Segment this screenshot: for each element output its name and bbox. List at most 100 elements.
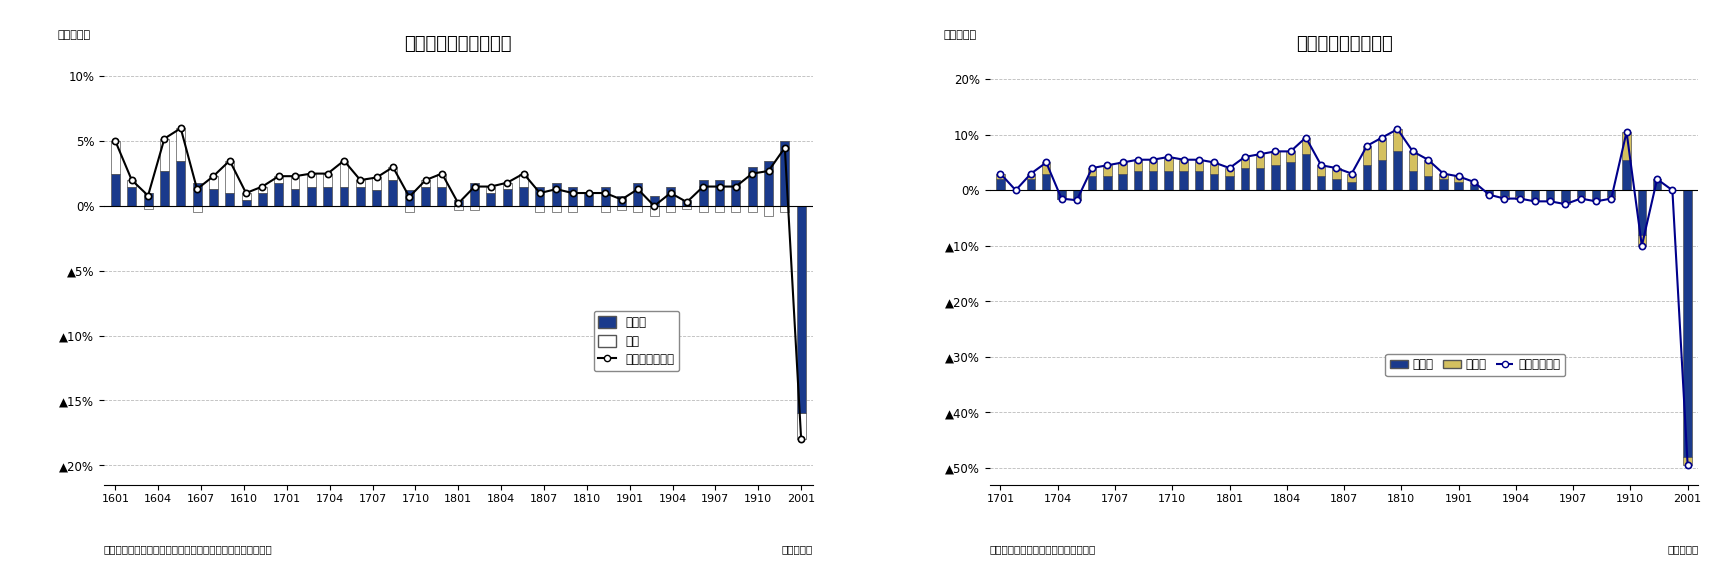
Bar [210,176,218,189]
Bar [632,206,643,213]
Bar [210,189,218,206]
Bar [535,186,544,206]
Bar [1347,182,1354,190]
Bar [1652,179,1661,190]
Bar [601,186,610,206]
Bar [1469,185,1477,190]
Text: （前年比）: （前年比） [944,30,977,40]
Bar [274,182,282,206]
Bar [421,180,430,186]
Bar [1361,146,1370,165]
Bar [469,182,478,206]
Text: （資料）日本フードサービス協会「外食産業市場動向調査」: （資料）日本フードサービス協会「外食産業市場動向調査」 [104,544,272,555]
Bar [225,161,234,193]
Bar [1621,160,1630,190]
Bar [487,186,495,193]
Legend: 日本人, 外国人, 延べ宿泊者数: 日本人, 外国人, 延べ宿泊者数 [1384,353,1564,376]
Bar [1545,198,1554,201]
Bar [1148,171,1157,190]
Bar [1453,176,1462,182]
Bar [1164,157,1173,171]
Bar [551,206,561,213]
Bar [111,141,120,174]
Bar [568,186,577,206]
Bar [1408,152,1417,171]
Bar [551,182,561,206]
Bar [1438,179,1446,190]
Bar [144,206,152,209]
Bar [617,196,625,206]
Bar [405,206,414,213]
Bar [1103,165,1110,176]
Bar [1529,198,1538,201]
Bar [568,206,577,213]
Bar [1361,165,1370,190]
Bar [1529,190,1538,198]
Bar [1621,132,1630,160]
Bar [258,186,267,193]
Bar [779,141,788,206]
Bar [1133,160,1141,171]
Bar [388,167,397,180]
Bar [715,180,724,206]
Bar [502,182,511,189]
Bar [746,167,757,206]
Bar [241,193,251,200]
Bar [1179,160,1186,171]
Legend: 客単価, 客数, 外食産業売上高: 客単価, 客数, 外食産業売上高 [592,311,679,371]
Bar [291,189,300,206]
Bar [1148,160,1157,171]
Bar [665,206,675,213]
Text: （年・月）: （年・月） [781,544,812,555]
Bar [1057,190,1065,198]
Bar [1164,171,1173,190]
Bar [177,128,185,161]
Bar [405,190,414,206]
Bar [291,176,300,189]
Text: （資料）観光庁「宿泊旅行統計調査」: （資料）観光庁「宿泊旅行統計調査」 [989,544,1095,555]
Bar [1193,171,1202,190]
Bar [421,186,430,206]
Bar [1332,179,1341,190]
Bar [355,186,365,206]
Bar [192,182,201,206]
Bar [1637,235,1645,246]
Bar [535,206,544,213]
Bar [665,186,675,206]
Bar [307,186,315,206]
Bar [797,206,805,413]
Bar [1117,174,1126,190]
Bar [996,174,1005,179]
Bar [126,186,137,206]
Title: 外食産業売上高の推移: 外食産業売上高の推移 [404,35,511,52]
Bar [682,206,691,209]
Bar [1424,160,1431,176]
Bar [1637,190,1645,235]
Bar [1408,171,1417,190]
Bar [225,193,234,206]
Bar [1316,176,1325,190]
Bar [715,206,724,213]
Bar [617,206,625,210]
Bar [322,186,333,206]
Bar [1682,457,1690,465]
Bar [192,206,201,213]
Bar [388,180,397,206]
Bar [258,193,267,206]
Bar [1393,152,1401,190]
Bar [469,206,478,210]
Bar [584,193,592,206]
Bar [1484,193,1493,195]
Bar [1179,171,1186,190]
Bar [1025,179,1034,190]
Bar [372,177,381,190]
Bar [1117,162,1126,174]
Bar [764,206,772,217]
Bar [1088,176,1096,190]
Bar [1484,190,1493,193]
Bar [731,180,740,206]
Bar [1500,196,1509,198]
Text: （前年比）: （前年比） [57,30,92,40]
Bar [339,161,348,186]
Bar [1347,174,1354,182]
